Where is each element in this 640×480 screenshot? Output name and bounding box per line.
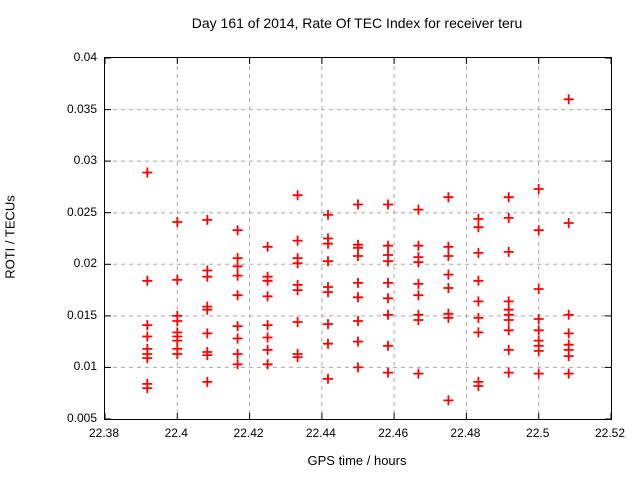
y-tick-label: 0.025 xyxy=(66,204,97,219)
y-axis-label: ROTI / TECUs xyxy=(2,195,18,279)
x-tick-label: 22.38 xyxy=(88,426,120,440)
axis-ticks xyxy=(105,58,611,419)
y-tick-label: 0.005 xyxy=(66,411,97,425)
y-tick-label: 0.04 xyxy=(73,50,97,64)
y-tick-label: 0.03 xyxy=(73,153,97,168)
data-points xyxy=(142,94,574,406)
y-tick-label: 0.015 xyxy=(66,307,97,322)
x-tick-label: 22.4 xyxy=(164,426,188,440)
x-tick-label: 22.46 xyxy=(378,426,409,440)
x-tick-label: 22.5 xyxy=(526,426,550,440)
x-tick-label: 22.52 xyxy=(594,426,626,440)
y-tick-label: 0.02 xyxy=(73,256,97,271)
x-axis-label: GPS time / hours xyxy=(307,453,407,468)
plot-area xyxy=(104,57,612,420)
scatter-plot-svg xyxy=(105,58,611,419)
x-tick-label: 22.48 xyxy=(450,426,481,440)
x-tick-label: 22.44 xyxy=(305,426,336,440)
y-tick-label: 0.035 xyxy=(66,101,97,116)
x-tick-label: 22.42 xyxy=(233,426,264,440)
y-tick-label: 0.01 xyxy=(73,359,97,374)
chart-title: Day 161 of 2014, Rate Of TEC Index for r… xyxy=(191,15,523,31)
